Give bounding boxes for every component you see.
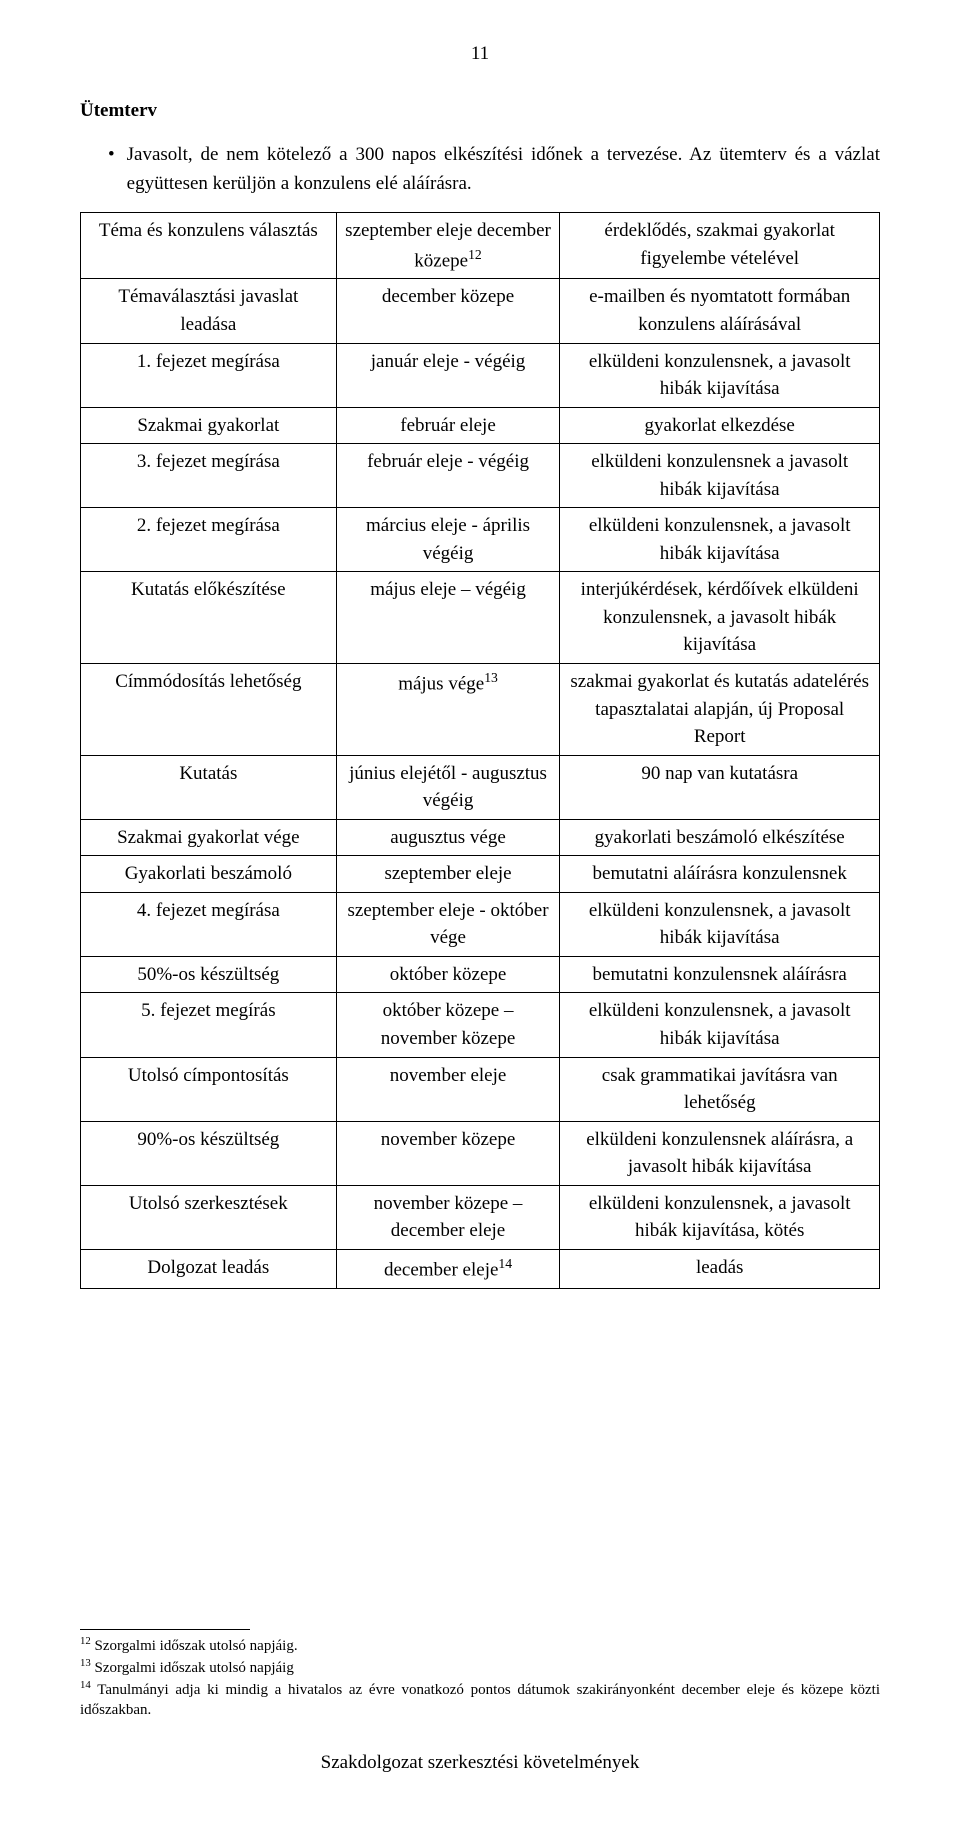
footnote-ref: 14 (498, 1256, 512, 1271)
table-cell-time: szeptember eleje - október vége (336, 892, 560, 956)
table-cell-description: elküldeni konzulensnek, a javasolt hibák… (560, 993, 880, 1057)
table-cell-task: Kutatás (81, 755, 337, 819)
table-cell-time: január eleje - végéig (336, 343, 560, 407)
table-cell-task: Utolsó címpontosítás (81, 1057, 337, 1121)
footnote-line: 12 Szorgalmi időszak utolsó napjáig. (80, 1634, 880, 1656)
table-row: Utolsó címpontosításnovember elejecsak g… (81, 1057, 880, 1121)
table-cell-description: bemutatni aláírásra konzulensnek (560, 856, 880, 893)
table-row: Kutatás előkészítésemájus eleje – végéig… (81, 572, 880, 664)
page-number: 11 (80, 40, 880, 69)
table-cell-description: elküldeni konzulensnek, a javasolt hibák… (560, 1185, 880, 1249)
table-cell-description: leadás (560, 1249, 880, 1288)
table-cell-time: május vége13 (336, 663, 560, 755)
table-cell-task: Címmódosítás lehetőség (81, 663, 337, 755)
table-cell-time: szeptember eleje (336, 856, 560, 893)
table-row: Dolgozat leadásdecember eleje14leadás (81, 1249, 880, 1288)
table-cell-task: 5. fejezet megírás (81, 993, 337, 1057)
table-row: Gyakorlati beszámolószeptember elejebemu… (81, 856, 880, 893)
table-cell-time: október közepe (336, 956, 560, 993)
table-cell-task: Témaválasztási javaslat leadása (81, 279, 337, 343)
table-row: Témaválasztási javaslat leadásadecember … (81, 279, 880, 343)
table-cell-task: Gyakorlati beszámoló (81, 856, 337, 893)
table-cell-time: október közepe – november közepe (336, 993, 560, 1057)
table-row: Szakmai gyakorlatfebruár elejegyakorlat … (81, 407, 880, 444)
table-cell-description: érdeklődés, szakmai gyakorlat figyelembe… (560, 213, 880, 279)
table-cell-description: 90 nap van kutatásra (560, 755, 880, 819)
table-row: Címmódosítás lehetőségmájus vége13szakma… (81, 663, 880, 755)
table-cell-description: elküldeni konzulensnek aláírásra, a java… (560, 1121, 880, 1185)
table-cell-description: gyakorlat elkezdése (560, 407, 880, 444)
schedule-table: Téma és konzulens választásszeptember el… (80, 212, 880, 1289)
table-row: Utolsó szerkesztéseknovember közepe – de… (81, 1185, 880, 1249)
table-cell-task: 4. fejezet megírása (81, 892, 337, 956)
table-cell-task: Utolsó szerkesztések (81, 1185, 337, 1249)
table-cell-description: e-mailben és nyomtatott formában konzule… (560, 279, 880, 343)
table-cell-time: február eleje - végéig (336, 444, 560, 508)
table-cell-description: bemutatni konzulensnek aláírásra (560, 956, 880, 993)
table-cell-time: augusztus vége (336, 819, 560, 856)
table-cell-task: Kutatás előkészítése (81, 572, 337, 664)
table-cell-time: szeptember eleje december közepe12 (336, 213, 560, 279)
table-row: Téma és konzulens választásszeptember el… (81, 213, 880, 279)
table-cell-task: Szakmai gyakorlat vége (81, 819, 337, 856)
table-row: 3. fejezet megírásafebruár eleje - végéi… (81, 444, 880, 508)
table-cell-time: november eleje (336, 1057, 560, 1121)
table-cell-description: csak grammatikai javításra van lehetőség (560, 1057, 880, 1121)
footnote-line: 13 Szorgalmi időszak utolsó napjáig (80, 1656, 880, 1678)
table-cell-time: február eleje (336, 407, 560, 444)
table-cell-description: gyakorlati beszámoló elkészítése (560, 819, 880, 856)
table-cell-task: 90%-os készültség (81, 1121, 337, 1185)
table-cell-description: elküldeni konzulensnek a javasolt hibák … (560, 444, 880, 508)
table-cell-description: elküldeni konzulensnek, a javasolt hibák… (560, 508, 880, 572)
table-cell-time: május eleje – végéig (336, 572, 560, 664)
table-row: 90%-os készültségnovember közepeelkülden… (81, 1121, 880, 1185)
table-cell-task: 1. fejezet megírása (81, 343, 337, 407)
bullet-item: • Javasolt, de nem kötelező a 300 napos … (80, 141, 880, 198)
table-cell-description: szakmai gyakorlat és kutatás adatelérés … (560, 663, 880, 755)
footnote-line: 14 Tanulmányi adja ki mindig a hivatalos… (80, 1678, 880, 1721)
bullet-text: Javasolt, de nem kötelező a 300 napos el… (127, 141, 880, 198)
table-cell-task: Dolgozat leadás (81, 1249, 337, 1288)
table-row: 2. fejezet megírásamárcius eleje - ápril… (81, 508, 880, 572)
table-row: 4. fejezet megírásaszeptember eleje - ok… (81, 892, 880, 956)
footnote-ref: 12 (468, 247, 482, 262)
table-row: Kutatásjúnius elejétől - augusztus végéi… (81, 755, 880, 819)
table-cell-time: november közepe (336, 1121, 560, 1185)
footnote-number: 13 (80, 1657, 91, 1669)
table-cell-task: 2. fejezet megírása (81, 508, 337, 572)
section-title: Ütemterv (80, 97, 880, 126)
footer-text: Szakdolgozat szerkesztési követelmények (80, 1749, 880, 1778)
footnote-number: 12 (80, 1635, 91, 1647)
table-cell-description: elküldeni konzulensnek, a javasolt hibák… (560, 343, 880, 407)
bullet-dot-icon: • (108, 141, 115, 198)
table-cell-time: június elejétől - augusztus végéig (336, 755, 560, 819)
table-cell-task: Szakmai gyakorlat (81, 407, 337, 444)
footnotes-section: 12 Szorgalmi időszak utolsó napjáig.13 S… (80, 1629, 880, 1721)
footnote-separator (80, 1629, 250, 1630)
footnote-number: 14 (80, 1679, 91, 1691)
table-cell-time: március eleje - április végéig (336, 508, 560, 572)
table-cell-time: december eleje14 (336, 1249, 560, 1288)
table-cell-time: december közepe (336, 279, 560, 343)
table-row: 1. fejezet megírásajanuár eleje - végéig… (81, 343, 880, 407)
table-cell-task: 50%-os készültség (81, 956, 337, 993)
table-cell-time: november közepe – december eleje (336, 1185, 560, 1249)
table-cell-task: 3. fejezet megírása (81, 444, 337, 508)
footnote-ref: 13 (484, 670, 498, 685)
table-row: 5. fejezet megírásoktóber közepe – novem… (81, 993, 880, 1057)
table-cell-description: interjúkérdések, kérdőívek elküldeni kon… (560, 572, 880, 664)
table-cell-task: Téma és konzulens választás (81, 213, 337, 279)
table-cell-description: elküldeni konzulensnek, a javasolt hibák… (560, 892, 880, 956)
table-row: Szakmai gyakorlat végeaugusztus végegyak… (81, 819, 880, 856)
table-row: 50%-os készültségoktóber közepebemutatni… (81, 956, 880, 993)
bullet-list: • Javasolt, de nem kötelező a 300 napos … (80, 141, 880, 198)
